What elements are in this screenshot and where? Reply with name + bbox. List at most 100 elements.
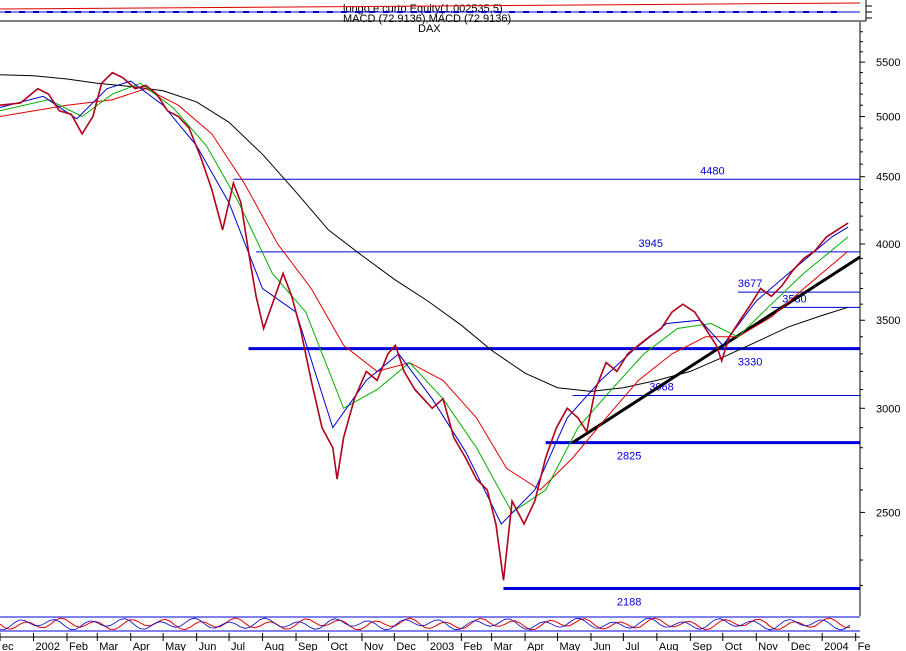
top-panel-bar [201, 11, 207, 13]
x-tick-label: Mar [99, 641, 118, 651]
top-panel-bar [453, 11, 459, 13]
top-panel-bar [229, 11, 235, 13]
top-panel-bar [117, 11, 123, 13]
x-tick-label: 2004 [824, 641, 848, 651]
bottom-oscillator-panel [0, 616, 860, 632]
x-tick-label: Oct [725, 641, 742, 651]
top-panel-bar [257, 11, 263, 13]
top-panel-bar [747, 11, 753, 13]
top-panel-bar [187, 11, 193, 13]
y-tick-label: 2500 [876, 507, 900, 519]
top-panel-bar [467, 11, 473, 13]
x-tick-label: 2002 [35, 641, 59, 651]
top-panel-bar [509, 11, 515, 13]
series-ma_red [0, 88, 849, 491]
x-tick-label: Mar [494, 641, 513, 651]
x-tick-label: Dec [791, 641, 811, 651]
top-panel-bar [131, 11, 137, 13]
top-panel-bar [145, 11, 151, 13]
top-panel-bar [103, 11, 109, 13]
top-panel-bar [327, 11, 333, 13]
top-panel-bar [285, 11, 291, 13]
x-tick-label: Jul [625, 641, 639, 651]
level-label: 4480 [700, 165, 724, 177]
top-panel-bar [215, 11, 221, 13]
top-panel-bar [495, 11, 501, 13]
top-panel-bar [579, 11, 585, 13]
top-panel-bar [425, 11, 431, 13]
x-tick-label: Oct [330, 641, 347, 651]
top-panel-bar [75, 11, 81, 13]
top-panel-bar [677, 11, 683, 13]
top-panel-bar [691, 11, 697, 13]
y-tick-label: 4500 [876, 172, 900, 184]
x-tick-label: Sep [298, 641, 318, 651]
top-panel-bar [789, 11, 795, 13]
x-tick-label: Apr [527, 641, 544, 651]
top-panel-bar [817, 11, 823, 13]
level-label: 2188 [617, 597, 641, 609]
top-panel-bar [61, 11, 67, 13]
top-panel-bar [341, 11, 347, 13]
indicator-label-1: longo e curto Equity(1,002535,5) [343, 3, 503, 15]
top-panel-bar [803, 11, 809, 13]
x-tick-label: May [559, 641, 580, 651]
y-tick-label: 4000 [876, 239, 900, 251]
top-panel-bar [173, 11, 179, 13]
top-panel-bar [383, 11, 389, 13]
top-panel-bar [831, 11, 837, 13]
top-panel-bar [89, 11, 95, 13]
top-panel-bar [159, 11, 165, 13]
x-tick-label: Aug [659, 641, 679, 651]
x-axis: ec 2002 Feb Mar Apr May Jun Jul Aug Sep Oct Nov Dec 2… [0, 633, 871, 651]
x-tick-label: May [165, 641, 186, 651]
top-panel-bar [271, 11, 277, 13]
level-label: 3945 [639, 238, 663, 250]
top-panel-bar [635, 11, 641, 13]
top-panel-bar [537, 11, 543, 13]
top-panel-bar [19, 11, 25, 13]
top-panel-equity-line [0, 2, 861, 10]
level-label: 3677 [738, 278, 762, 290]
top-indicator-panel [0, 0, 872, 22]
top-panel-bar [481, 11, 487, 13]
top-panel-bar [663, 11, 669, 13]
x-tick-label: Fe [858, 641, 871, 651]
x-tick-label: Jun [199, 641, 217, 651]
y-tick-label: 3500 [876, 315, 900, 327]
top-panel-bar [607, 11, 613, 13]
series-layer [0, 71, 861, 581]
top-panel-bar [565, 11, 571, 13]
top-panel-bar [411, 11, 417, 13]
top-panel-bar [299, 11, 305, 13]
top-panel-bar [355, 11, 361, 13]
top-panel-bar [5, 11, 11, 13]
trendline [571, 255, 861, 444]
x-tick-label: 2003 [430, 641, 454, 651]
levels-layer: 44803945367735803330306828252188 [233, 165, 860, 609]
top-panel-bar [397, 11, 403, 13]
y-tick-label: 5000 [876, 112, 900, 124]
y-tick-label: 5500 [876, 57, 900, 69]
top-panel-bar [369, 11, 375, 13]
top-panel-bar [649, 11, 655, 13]
oscillator-line-1 [0, 617, 851, 631]
series-ma_green [0, 82, 849, 514]
x-tick-label: Dec [396, 641, 416, 651]
x-tick-label: Jun [593, 641, 611, 651]
x-tick-label: Aug [265, 641, 285, 651]
indicator-label-2: MACD (72.9136),MACD (72.9136) [343, 13, 512, 25]
top-panel-bar [551, 11, 557, 13]
x-tick-label: Sep [692, 641, 712, 651]
x-tick-label: Feb [69, 641, 88, 651]
top-panel-bar [47, 11, 53, 13]
series-price [0, 71, 849, 581]
top-panel-bar [733, 11, 739, 13]
chart-title: DAX [418, 23, 441, 35]
series-ma_fast [0, 80, 849, 525]
top-panel-bar [243, 11, 249, 13]
x-tick-label: Jul [231, 641, 245, 651]
top-panel-bar [621, 11, 627, 13]
x-tick-label: Nov [758, 641, 778, 651]
top-panel-bar [439, 11, 445, 13]
